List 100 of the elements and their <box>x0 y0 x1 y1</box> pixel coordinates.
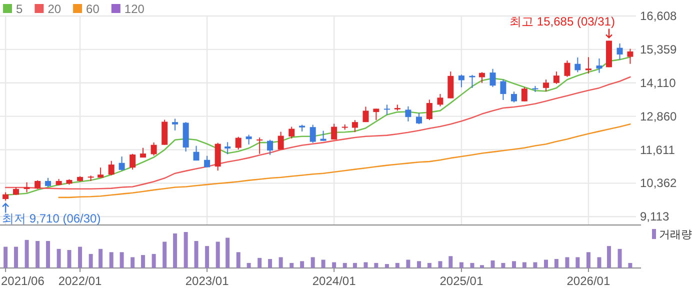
bar <box>332 262 336 268</box>
candlestick <box>193 145 200 162</box>
candlestick <box>478 72 485 84</box>
candlestick <box>564 60 570 78</box>
bar <box>533 262 538 268</box>
candlestick <box>108 160 114 176</box>
bar <box>141 255 146 268</box>
candlestick <box>320 130 326 142</box>
legend-label: 120 <box>124 2 145 16</box>
annotation: 최저 9,710 (06/30) <box>2 212 101 226</box>
candlestick <box>627 48 634 64</box>
bar <box>606 246 611 268</box>
bar <box>618 248 622 268</box>
candlestick <box>246 134 252 145</box>
x-tick-label: 2022/01 <box>58 274 102 288</box>
bar <box>597 257 602 268</box>
candlestick <box>45 177 52 188</box>
candlestick <box>288 126 295 139</box>
bar <box>88 254 93 268</box>
bar <box>78 246 82 268</box>
bar <box>4 246 8 268</box>
bar <box>448 256 453 268</box>
candlestick <box>448 71 454 99</box>
bar <box>194 241 198 268</box>
candlestick <box>162 119 168 146</box>
candlestick <box>490 68 496 88</box>
bar <box>300 261 304 268</box>
legend-label: 60 <box>86 2 100 16</box>
bar <box>258 258 262 268</box>
bar <box>628 262 632 268</box>
x-tick-label: 2025/01 <box>440 274 484 288</box>
bar <box>278 257 283 268</box>
candlestick <box>596 58 602 74</box>
y-tick-label: 10,362 <box>640 176 678 190</box>
bar <box>216 242 220 268</box>
bar <box>512 261 516 268</box>
bar <box>427 262 432 268</box>
candlestick <box>585 56 592 74</box>
candlestick <box>267 139 274 156</box>
candlestick <box>521 86 528 102</box>
bar <box>554 259 558 268</box>
bar <box>109 252 114 268</box>
bar <box>522 262 526 268</box>
candlestick <box>416 112 422 125</box>
candlestick <box>130 153 136 170</box>
bar <box>56 248 61 268</box>
bar <box>490 260 495 268</box>
candlestick <box>214 142 221 172</box>
candlestick <box>510 91 517 103</box>
bar <box>384 264 389 268</box>
bar <box>162 242 167 268</box>
bar <box>310 257 315 268</box>
x-tick-label: 2023/01 <box>185 274 230 288</box>
y-tick-label: 12,860 <box>640 109 678 124</box>
candlestick <box>24 182 30 193</box>
bar <box>246 262 251 268</box>
bar <box>24 240 29 268</box>
bar <box>342 262 347 268</box>
bar <box>236 252 240 268</box>
bar <box>576 257 580 268</box>
legend-label: 20 <box>48 2 62 16</box>
bar <box>67 250 72 268</box>
candlestick <box>278 131 284 150</box>
candlestick <box>331 123 338 140</box>
bar <box>268 259 272 268</box>
legend-label: 거래량 <box>659 229 692 241</box>
candlestick <box>150 142 157 156</box>
candlestick <box>574 56 581 73</box>
legend: 거래량 <box>652 229 692 241</box>
candlestick <box>310 124 316 144</box>
candlestick <box>224 142 231 155</box>
bar <box>14 246 18 268</box>
candlestick <box>405 106 412 122</box>
bar <box>480 265 484 268</box>
x-tick-label: 2026/01 <box>566 274 610 288</box>
candlestick <box>118 156 125 172</box>
candlestick <box>458 74 464 88</box>
bar <box>470 262 474 268</box>
candlestick <box>352 120 358 133</box>
candlestick <box>543 79 549 92</box>
bar <box>321 260 326 268</box>
bar <box>395 262 400 268</box>
bar <box>98 248 103 268</box>
candlestick <box>256 136 263 154</box>
bar <box>152 254 156 268</box>
x-tick-label: 2024/01 <box>312 274 356 288</box>
bar <box>120 252 124 268</box>
y-tick-label: 11,611 <box>640 142 676 157</box>
bar <box>501 262 506 268</box>
bar <box>565 257 570 268</box>
bar <box>406 260 410 268</box>
legend-label: 5 <box>16 2 23 16</box>
bar <box>46 241 50 268</box>
bar <box>226 238 230 268</box>
bar <box>36 241 40 268</box>
candlestick <box>384 104 390 116</box>
bar <box>290 262 294 268</box>
candlestick <box>172 118 178 131</box>
y-tick-label: 14,110 <box>640 76 676 90</box>
bar <box>205 246 210 268</box>
